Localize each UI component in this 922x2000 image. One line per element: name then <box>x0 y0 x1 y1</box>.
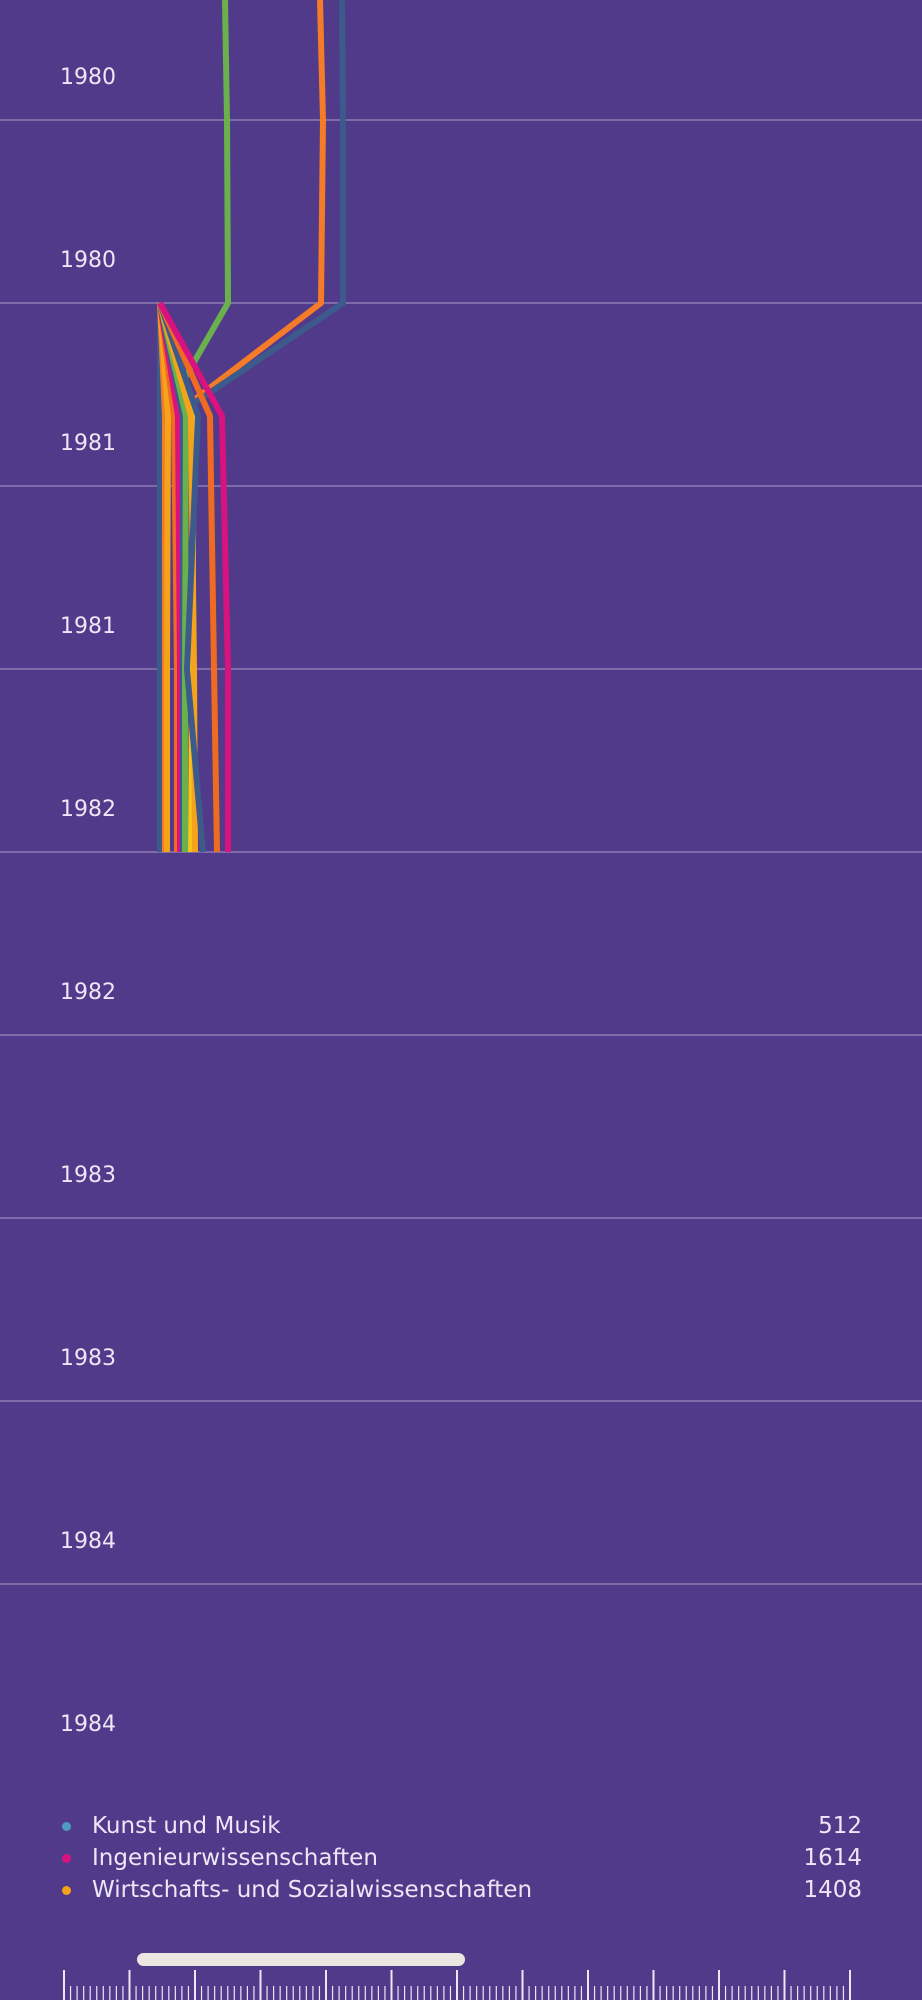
year-tick-label: 1982 <box>60 797 116 822</box>
legend-item[interactable]: Kunst und Musik 512 <box>62 1810 862 1842</box>
legend-dot-icon <box>62 1854 71 1863</box>
series-lines <box>157 0 346 853</box>
year-tick-label: 1980 <box>60 248 116 273</box>
series-line-13[interactable] <box>157 301 220 853</box>
legend-dot-icon <box>62 1822 71 1831</box>
legend: Kunst und Musik 512 Ingenieurwissenschaf… <box>62 1810 862 1906</box>
timeline-scroll-thumb[interactable] <box>137 1953 465 1966</box>
legend-item[interactable]: Wirtschafts- und Sozialwissenschaften 14… <box>62 1874 862 1906</box>
year-tick-label: 1981 <box>60 431 116 456</box>
row-grid: 1980 1980 1981 1981 1982 1982 1983 1983 1984 1984 <box>0 65 922 1737</box>
year-tick-label: 1983 <box>60 1163 116 1188</box>
legend-dot-icon <box>62 1886 71 1895</box>
year-tick-label: 1980 <box>60 65 116 90</box>
legend-value: 1408 <box>803 1877 862 1903</box>
series-line-0[interactable] <box>160 0 231 418</box>
series-line-1[interactable] <box>171 0 326 419</box>
legend-value: 1614 <box>803 1845 862 1871</box>
year-tick-label: 1982 <box>60 980 116 1005</box>
legend-item[interactable]: Ingenieurwissenschaften 1614 <box>62 1842 862 1874</box>
year-tick-label: 1981 <box>60 614 116 639</box>
legend-label: Kunst und Musik <box>92 1813 281 1839</box>
legend-label: Wirtschafts- und Sozialwissenschaften <box>92 1877 533 1903</box>
legend-label: Ingenieurwissenschaften <box>92 1845 378 1871</box>
legend-value: 512 <box>818 1813 862 1839</box>
timeline-ruler[interactable] <box>0 1968 922 2000</box>
year-tick-label: 1983 <box>60 1346 116 1371</box>
year-tick-label: 1984 <box>60 1712 116 1737</box>
series-line-2[interactable] <box>173 0 346 419</box>
series-line-12[interactable] <box>157 302 206 853</box>
year-tick-label: 1984 <box>60 1529 116 1554</box>
series-line-14[interactable] <box>157 301 231 852</box>
line-chart: 1980 1980 1981 1981 1982 1982 1983 1983 1984 1984 <box>0 0 922 1737</box>
